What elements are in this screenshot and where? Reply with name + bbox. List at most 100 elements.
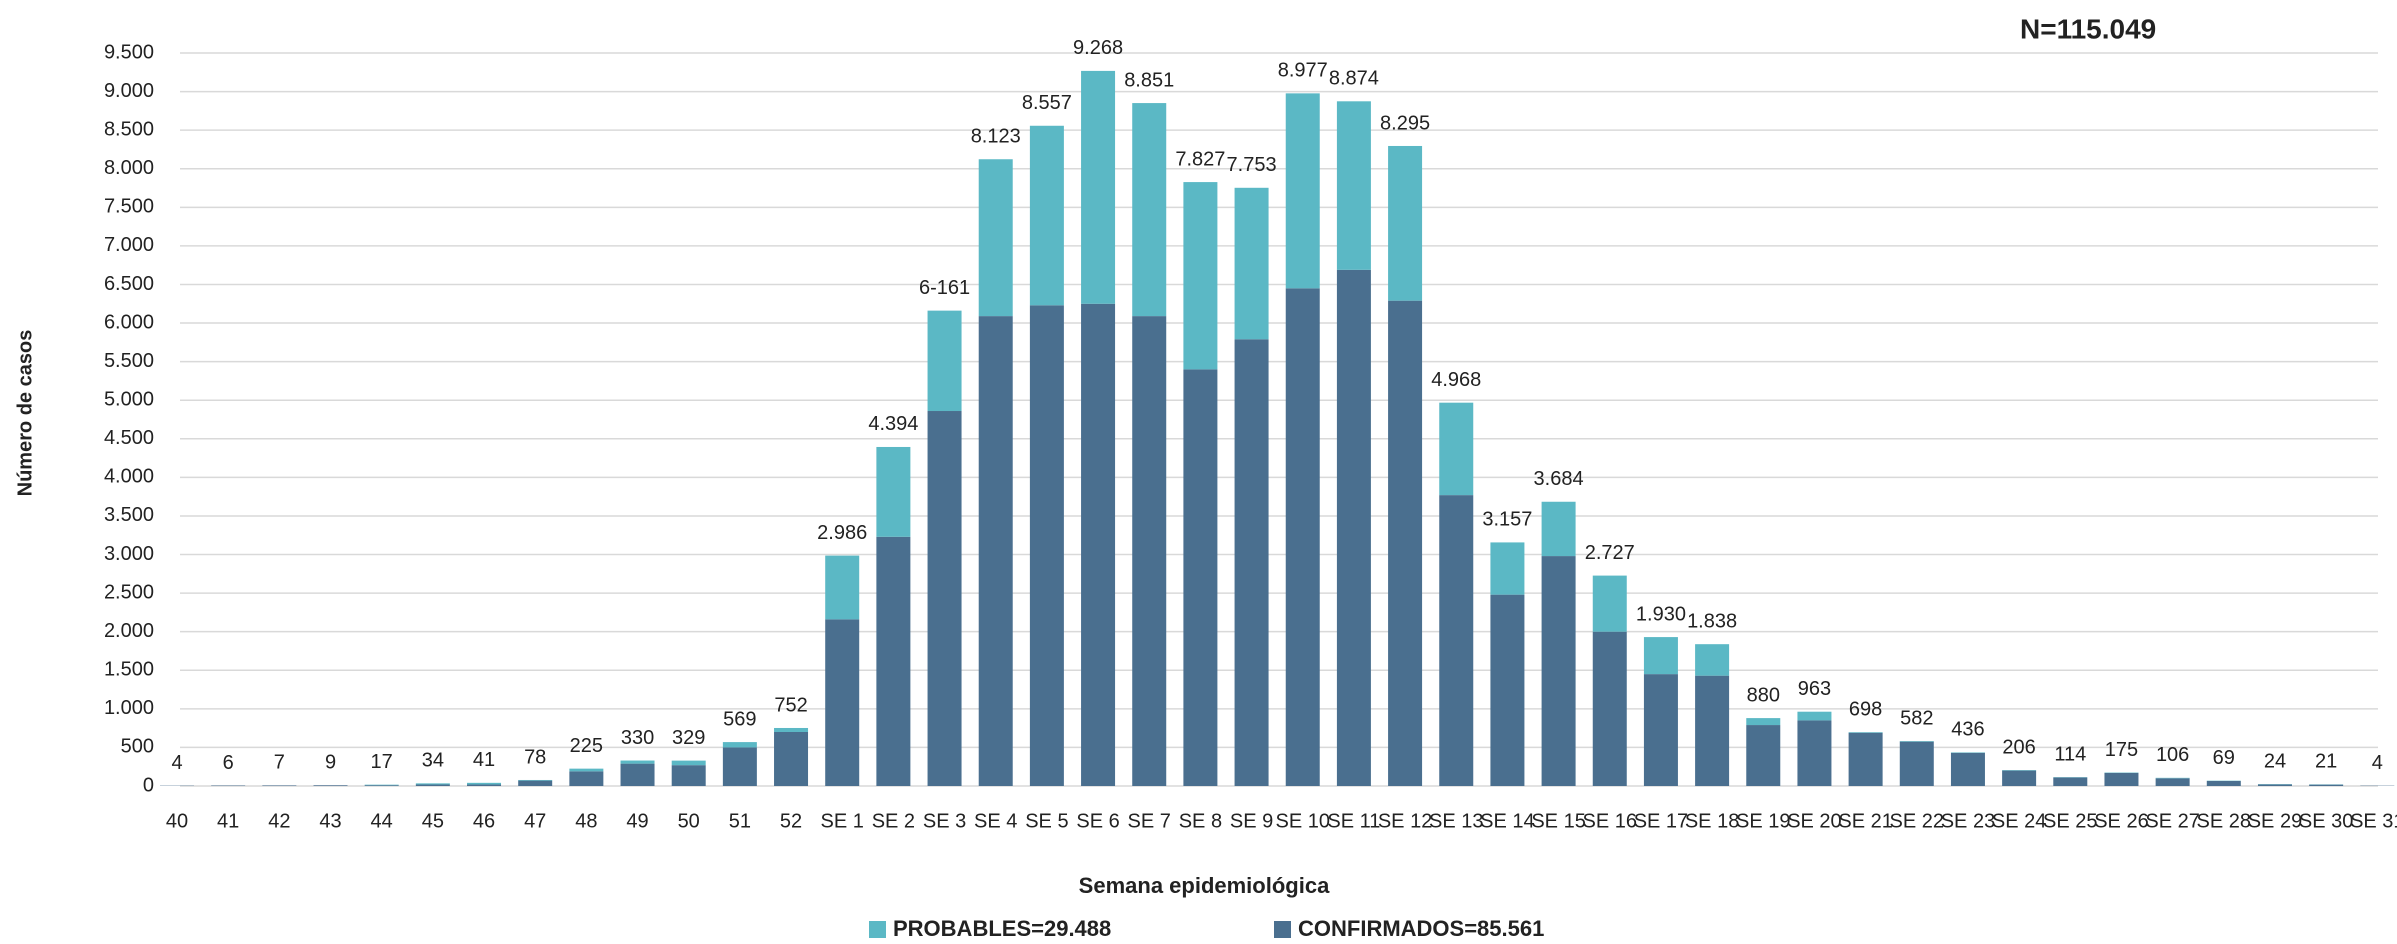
bar-segment: [1592, 575, 1627, 632]
bar-segment: [1029, 305, 1064, 786]
total-label: 8.123: [971, 126, 1021, 148]
total-label: 21: [2315, 751, 2337, 773]
bar-segment: [1899, 741, 1934, 742]
total-label: 963: [1798, 678, 1831, 700]
total-label: 329: [672, 727, 705, 749]
total-label: 8.557: [1022, 92, 1072, 114]
total-label: 78: [524, 746, 546, 768]
x-tick-label: SE 11: [1327, 810, 1380, 832]
x-tick-label: SE 22: [1890, 810, 1944, 832]
y-tick-label: 7.500: [104, 196, 154, 218]
bar-segment: [825, 555, 860, 620]
bar-segment: [467, 784, 502, 786]
bar-segment: [1746, 725, 1781, 786]
bar-segment: [876, 536, 911, 786]
y-tick-label: 8.500: [104, 118, 154, 140]
x-tick-label: SE 17: [1634, 810, 1688, 832]
x-tick-label: SE 23: [1941, 810, 1995, 832]
y-tick-label: 5.000: [104, 388, 154, 410]
total-label: 4.968: [1431, 369, 1481, 391]
bar-segment: [1132, 103, 1167, 317]
y-tick-label: 6.500: [104, 273, 154, 295]
x-tick-label: SE 21: [1838, 810, 1892, 832]
total-label: 6-161: [919, 277, 970, 299]
x-tick-label: SE 1: [821, 810, 864, 832]
bar-segment: [2155, 778, 2190, 786]
x-tick-label: SE 8: [1179, 810, 1222, 832]
total-label: 24: [2264, 750, 2286, 772]
bar-segment: [1081, 303, 1116, 786]
x-tick-label: 51: [729, 810, 751, 832]
bar-segment: [1439, 495, 1474, 786]
total-label: 6: [223, 752, 234, 774]
x-tick-label: 47: [524, 810, 546, 832]
bar-segment: [1643, 637, 1678, 675]
bar-segment: [569, 768, 604, 772]
x-tick-label: SE 16: [1583, 810, 1637, 832]
total-label: 582: [1900, 707, 1933, 729]
bar-segment: [876, 446, 911, 537]
bar-segment: [467, 782, 502, 785]
x-tick-label: SE 18: [1685, 810, 1739, 832]
bar-segment: [1285, 288, 1320, 786]
total-label: 69: [2213, 747, 2235, 769]
y-tick-label: 4.500: [104, 427, 154, 449]
bar-segment: [1490, 542, 1525, 595]
bar-segment: [415, 784, 450, 786]
bar-segment: [1695, 644, 1730, 676]
y-tick-label: 1.000: [104, 697, 154, 719]
x-tick-label: SE 27: [2145, 810, 2199, 832]
y-tick-label: 5.500: [104, 350, 154, 372]
bar-segment: [262, 785, 297, 786]
x-tick-label: SE 2: [872, 810, 915, 832]
bar-segment: [1183, 182, 1218, 370]
bar-segment: [2053, 777, 2088, 786]
x-tick-label: SE 25: [2043, 810, 2097, 832]
bar-segment: [978, 316, 1013, 786]
bar-segment: [364, 785, 399, 786]
y-tick-label: 7.000: [104, 234, 154, 256]
total-label: 17: [371, 751, 393, 773]
legend-label: CONFIRMADOS=85.561: [1298, 916, 1544, 941]
bar-segment: [1029, 125, 1064, 306]
bar-segment: [1848, 732, 1883, 733]
total-label: 34: [422, 750, 444, 772]
bar-segment: [313, 785, 348, 786]
total-label: 2.727: [1585, 542, 1635, 564]
total-label: 4.394: [868, 413, 918, 435]
total-label: 206: [2002, 736, 2035, 758]
y-tick-label: 8.000: [104, 157, 154, 179]
total-label: 8.874: [1329, 68, 1379, 90]
bar-segment: [927, 310, 962, 412]
total-label: 698: [1849, 698, 1882, 720]
bar-segment: [569, 771, 604, 786]
x-tick-label: 49: [626, 810, 648, 832]
y-tick-label: 2.500: [104, 581, 154, 603]
bar-segment: [1234, 339, 1269, 786]
total-label: 225: [570, 735, 603, 757]
bar-segment: [518, 780, 553, 786]
total-label: 7.827: [1175, 148, 1225, 170]
bar-segment: [1695, 675, 1730, 786]
total-label: 436: [1951, 719, 1984, 741]
total-label: 3.684: [1534, 468, 1584, 490]
bar-segment: [774, 731, 809, 786]
bar-segment: [364, 784, 399, 786]
bar-segment: [1490, 594, 1525, 786]
x-tick-label: 44: [371, 810, 393, 832]
total-label: 1.930: [1636, 603, 1686, 625]
legend-label: PROBABLES=29.488: [893, 916, 1111, 941]
total-label: 114: [2054, 743, 2086, 765]
bar-segment: [1541, 501, 1576, 557]
bar-segment: [1746, 718, 1781, 726]
bar-segment: [1797, 711, 1832, 721]
total-label: 9.268: [1073, 37, 1123, 59]
bar-segment: [1899, 741, 1934, 786]
bar-segment: [671, 760, 706, 766]
bar-segment: [1797, 720, 1832, 786]
annotation: N=115.049: [2020, 13, 2156, 44]
bar-segment: [518, 779, 553, 781]
bar-segment: [2002, 770, 2037, 786]
x-tick-label: SE 15: [1531, 810, 1585, 832]
x-tick-label: SE 30: [2299, 810, 2353, 832]
